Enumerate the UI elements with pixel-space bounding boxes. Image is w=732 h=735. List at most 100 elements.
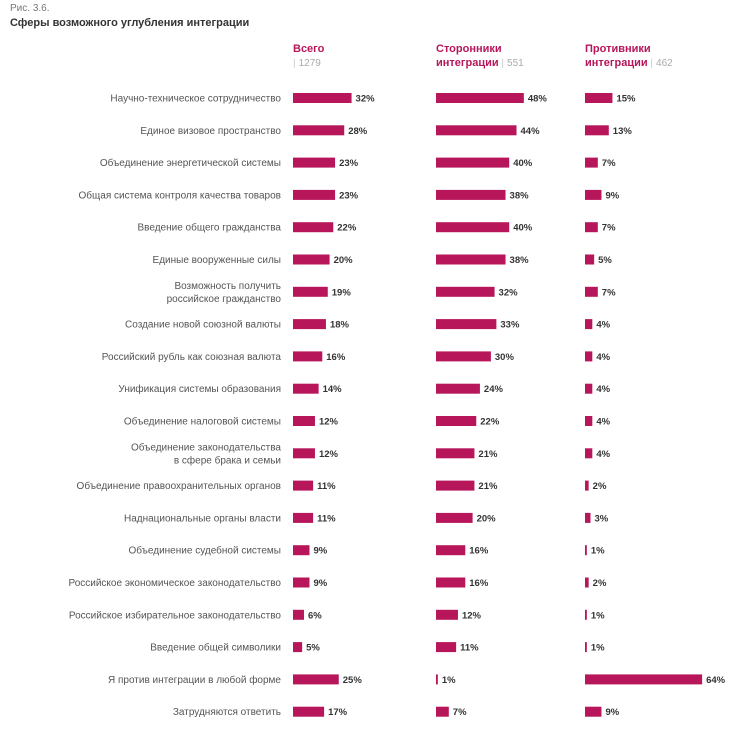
figure-title: Сферы возможного углубления интеграции [10, 17, 250, 29]
bar-value-label: 19% [332, 287, 352, 298]
bar-value-label: 12% [319, 417, 339, 428]
column-header-opponents-n: 462 [656, 58, 673, 69]
bar-value-label: 4% [596, 320, 610, 331]
column-header-supporters-title2: интеграции [436, 57, 499, 69]
bar [585, 480, 589, 491]
bar-value-label: 13% [613, 126, 633, 137]
bar-value-label: 15% [616, 94, 636, 105]
bar [293, 545, 310, 556]
bar-value-label: 9% [313, 578, 327, 589]
bar-value-label: 23% [339, 190, 359, 201]
category-label: Объединение налоговой системы [124, 416, 281, 428]
bar [585, 512, 591, 523]
category-label: Объединение законодательства в сфере брак… [131, 441, 281, 466]
bar [293, 642, 303, 653]
bar [293, 189, 336, 200]
bar-value-label: 9% [313, 546, 327, 557]
column-header-total-n: 1279 [298, 58, 321, 69]
bar-value-label: 1% [591, 546, 605, 557]
bar-value-label: 16% [469, 578, 489, 589]
figure-number: Рис. 3.6. [10, 3, 50, 14]
bar-value-label: 9% [605, 190, 619, 201]
bar [293, 706, 325, 717]
bar [293, 480, 314, 491]
bar [293, 157, 336, 168]
bar-value-label: 16% [469, 546, 489, 557]
bar-value-label: 3% [594, 513, 608, 524]
bar-value-label: 16% [326, 352, 346, 363]
bar-value-label: 2% [593, 481, 607, 492]
bar [585, 416, 593, 426]
bar-value-label: 21% [478, 481, 498, 492]
category-label: Российский рубль как союзная валюта [102, 351, 282, 363]
column-header-opponents-title2: интеграции [585, 57, 648, 69]
bar [436, 512, 473, 523]
bar [585, 577, 589, 588]
bar [293, 93, 352, 103]
bar [436, 448, 475, 459]
column-header-supporters-n: 551 [507, 58, 524, 69]
bar-value-label: 21% [478, 449, 498, 460]
bar [436, 480, 475, 491]
bar-value-label: 6% [308, 610, 322, 621]
category-label: Объединение судебной системы [128, 545, 281, 557]
bar [585, 319, 593, 330]
bar [585, 642, 587, 653]
column-header-total: Всего | 1279 [293, 43, 325, 69]
bar-value-label: 17% [328, 707, 348, 718]
category-label: Введение общего гражданства [137, 222, 281, 234]
bar [585, 609, 587, 620]
bar [436, 157, 510, 168]
bar-value-label: 7% [602, 223, 616, 234]
category-label: Российское экономическое законодательств… [68, 578, 281, 589]
column-header-total-title: Всего [293, 43, 325, 55]
bar-value-label: 11% [317, 481, 336, 492]
bar-value-label: 7% [602, 287, 616, 298]
category-label: Единое визовое пространство [140, 126, 281, 137]
bar-value-label: 38% [510, 190, 530, 201]
bar [293, 319, 326, 330]
bar [436, 674, 438, 685]
bar [436, 577, 466, 588]
bar [436, 545, 466, 556]
bar-value-label: 12% [462, 610, 482, 621]
bar-value-label: 1% [591, 643, 605, 654]
category-label: Общая система контроля качества товаров [79, 189, 281, 201]
bar [436, 254, 506, 265]
bar [293, 512, 314, 523]
bar [436, 706, 449, 717]
bar [585, 383, 593, 394]
bar [585, 674, 703, 685]
category-label: Создание новой союзной валюты [125, 320, 281, 331]
bar [436, 93, 524, 103]
bar [293, 577, 310, 588]
bar [585, 448, 593, 459]
bar-value-label: 4% [596, 417, 610, 428]
bar [293, 222, 334, 233]
category-label: Единые вооруженные силы [153, 255, 281, 266]
bar [585, 93, 613, 103]
bar-value-label: 7% [602, 158, 616, 169]
bar-value-label: 40% [513, 223, 533, 234]
bar-value-label: 22% [480, 417, 500, 428]
bar [436, 319, 497, 330]
bar-value-label: 4% [596, 384, 610, 395]
bar-value-label: 32% [499, 287, 519, 298]
bar-value-label: 28% [348, 126, 368, 137]
bar [293, 674, 339, 685]
bar [436, 189, 506, 200]
bar [436, 222, 510, 233]
bar [293, 351, 323, 362]
bar [436, 383, 480, 394]
bar-value-label: 20% [477, 513, 497, 524]
bar [293, 448, 315, 459]
column-header-opponents: Противники интеграции | 462 [585, 43, 673, 69]
bar-value-label: 2% [593, 578, 607, 589]
bar-value-label: 14% [323, 384, 343, 395]
category-label: Объединение правоохранительных органов [77, 480, 281, 492]
bar [585, 125, 609, 136]
category-label: Объединение энергетической системы [100, 157, 281, 169]
bar-value-label: 7% [453, 707, 467, 718]
bar-value-label: 12% [319, 449, 339, 460]
